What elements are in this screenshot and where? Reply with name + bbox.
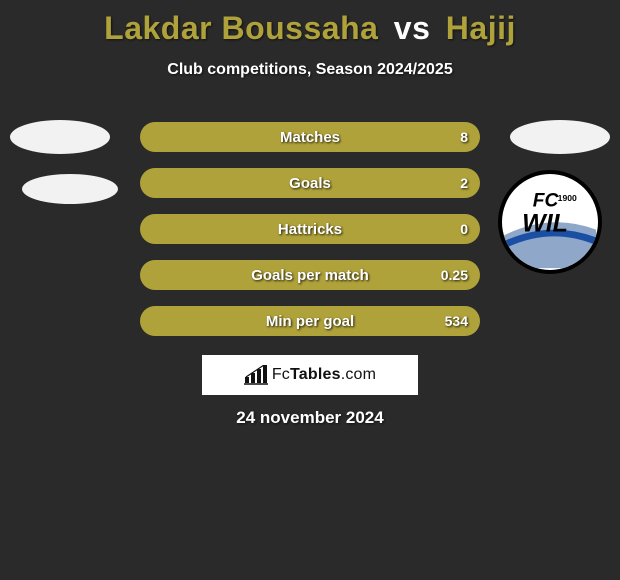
stat-row-goals-per-match: Goals per match 0.25: [140, 260, 480, 290]
subtitle: Club competitions, Season 2024/2025: [0, 61, 620, 79]
stat-label: Min per goal: [266, 313, 354, 330]
player2-name: Hajij: [446, 10, 516, 46]
stat-value: 0: [460, 221, 468, 237]
stat-row-goals: Goals 2: [140, 168, 480, 198]
stat-row-min-per-goal: Min per goal 534: [140, 306, 480, 336]
bar-chart-icon: [244, 365, 268, 385]
brand-bold: Tables: [290, 366, 341, 383]
stats-container: Matches 8 Goals 2 Hattricks 0 Goals per …: [140, 122, 480, 352]
stat-label: Goals per match: [251, 267, 369, 284]
stat-value: 534: [445, 313, 468, 329]
player1-name: Lakdar Boussaha: [104, 10, 378, 46]
stat-value: 2: [460, 175, 468, 191]
stat-label: Goals: [289, 175, 331, 192]
badge-text-year: 1900: [558, 193, 577, 203]
brand-attribution: FcTables.com: [202, 355, 418, 395]
stat-label: Hattricks: [278, 221, 342, 238]
vs-label: vs: [394, 10, 431, 46]
badge-text-wil: WIL: [522, 210, 568, 238]
brand-text: FcTables.com: [272, 366, 376, 384]
ellipse-icon: [22, 174, 118, 204]
stat-value: 8: [460, 129, 468, 145]
stat-label: Matches: [280, 129, 340, 146]
ellipse-icon: [10, 120, 110, 154]
page-title: Lakdar Boussaha vs Hajij: [0, 0, 620, 47]
stat-value: 0.25: [441, 267, 468, 283]
club-badge-icon: FC 1900 WIL: [498, 170, 602, 274]
date-label: 24 november 2024: [0, 408, 620, 428]
badge-text-fc: FC: [533, 191, 560, 212]
stat-row-hattricks: Hattricks 0: [140, 214, 480, 244]
stat-row-matches: Matches 8: [140, 122, 480, 152]
ellipse-icon: [510, 120, 610, 154]
brand-prefix: Fc: [272, 366, 290, 383]
brand-suffix: .com: [341, 366, 376, 383]
